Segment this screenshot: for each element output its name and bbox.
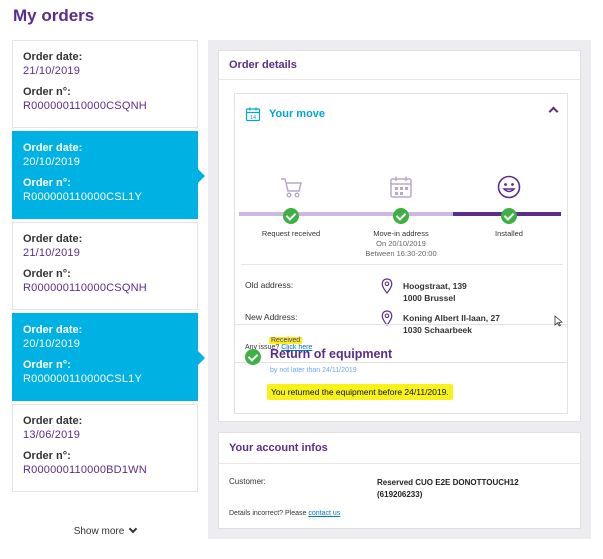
customer-value: Reserved CUO E2E DONOTTOUCH12 (619206233… — [377, 477, 577, 501]
move-card: 14 Your move Request received — [234, 93, 568, 363]
check-icon — [245, 349, 261, 365]
equipment-card: Received Return of equipment by not late… — [234, 324, 568, 414]
check-icon — [283, 208, 299, 224]
divider — [241, 264, 563, 265]
equipment-message: You returned the equipment before 24/11/… — [267, 384, 453, 400]
order-details-title: Order details — [229, 59, 297, 71]
location-pin-icon — [381, 310, 393, 326]
move-header[interactable]: 14 Your move — [245, 104, 325, 124]
order-number-label: Order n°: — [23, 177, 71, 189]
account-info-title: Your account infos — [229, 442, 328, 454]
order-date: 21/10/2019 — [23, 65, 81, 77]
order-card[interactable]: Order date: 21/10/2019 Order n°: R000000… — [12, 40, 198, 128]
step-time: Between 16:30-20:00 — [365, 249, 437, 258]
order-date: 20/10/2019 — [23, 156, 81, 168]
account-info-panel: Your account infos Customer: Reserved CU… — [218, 432, 581, 529]
new-address-value: Koning Albert II-laan, 27 1030 Schaarbee… — [403, 312, 583, 336]
new-address-city: 1030 Schaarbeek — [403, 325, 472, 335]
issue-label: Any issue? — [245, 344, 280, 351]
step-label: Installed — [495, 229, 523, 238]
page-title: My orders — [13, 6, 95, 25]
move-title: Your move — [269, 108, 326, 120]
order-number-label: Order n°: — [23, 450, 71, 462]
issue-text: Any issue? Click here — [245, 344, 312, 351]
old-address-label: Old address: — [245, 280, 294, 290]
order-number-label: Order n°: — [23, 86, 71, 98]
calendar-grid-icon — [390, 176, 412, 198]
new-address-street: Koning Albert II-laan, 27 — [403, 313, 500, 323]
step-installed: Installed — [459, 174, 559, 239]
order-date-label: Order date: — [23, 324, 83, 336]
order-number: R000000110000CSQNH — [23, 282, 147, 294]
old-address-city: 1000 Brussel — [403, 293, 456, 303]
contact-us-link[interactable]: contact us — [308, 510, 341, 517]
smiley-icon — [497, 175, 521, 199]
cart-icon — [281, 178, 302, 198]
customer-label: Customer: — [229, 477, 266, 486]
order-date-label: Order date: — [23, 142, 83, 154]
check-icon — [501, 208, 517, 224]
order-date-label: Order date: — [23, 415, 83, 427]
equipment-status: Received — [269, 337, 303, 344]
details-incorrect-text: Details incorrect? Please contact us — [229, 510, 340, 517]
equipment-deadline: by not later than 24/11/2019 — [270, 367, 357, 374]
order-number-label: Order n°: — [23, 359, 71, 371]
equipment-title: Return of equipment — [270, 347, 393, 361]
order-number: R000000110000CSQNH — [23, 100, 147, 112]
order-number: R000000110000BD1WN — [23, 464, 147, 476]
order-date-label: Order date: — [23, 233, 83, 245]
check-icon — [393, 208, 409, 224]
order-list: Order date: 21/10/2019 Order n°: R000000… — [12, 40, 205, 495]
order-card-selected[interactable]: Order date: 20/10/2019 Order n°: R000000… — [12, 131, 205, 219]
order-date-label: Order date: — [23, 51, 83, 63]
show-more-label: Show more — [73, 526, 125, 537]
order-number: R000000110000CSL1Y — [23, 373, 142, 385]
order-card[interactable]: Order date: 13/06/2019 Order n°: R000000… — [12, 404, 198, 492]
order-number: R000000110000CSL1Y — [23, 191, 142, 203]
old-address-value: Hoogstraat, 139 1000 Brussel — [403, 280, 583, 304]
divider — [219, 79, 580, 80]
order-card-selected[interactable]: Order date: 20/10/2019 Order n°: R000000… — [12, 313, 205, 401]
selected-arrow-icon — [197, 168, 205, 184]
details-incorrect-label: Details incorrect? Please — [229, 510, 307, 517]
svg-text:14: 14 — [250, 115, 256, 121]
order-number-label: Order n°: — [23, 268, 71, 280]
show-more-button[interactable]: Show more — [12, 524, 198, 537]
click-here-link[interactable]: Click here — [281, 344, 313, 351]
calendar-icon: 14 — [245, 107, 261, 122]
step-request-received: Request received — [241, 174, 341, 239]
order-date: 20/10/2019 — [23, 338, 81, 350]
mouse-cursor-icon — [554, 315, 563, 327]
step-label: Request received — [261, 229, 321, 238]
step-move-in-address: Move-in address On 20/10/2019 Between 16… — [351, 174, 451, 259]
customer-id: (619206233) — [377, 490, 423, 499]
selected-arrow-icon — [197, 350, 205, 366]
customer-name: Reserved CUO E2E DONOTTOUCH12 — [377, 478, 519, 487]
step-label: Move-in address — [373, 229, 429, 238]
order-details-panel: Order details 14 Your move Request r — [218, 50, 581, 422]
order-date: 21/10/2019 — [23, 247, 81, 259]
new-address-label: New Address: — [245, 312, 298, 322]
chevron-down-icon — [129, 524, 138, 534]
divider — [219, 463, 580, 464]
chevron-up-icon[interactable] — [548, 106, 559, 117]
old-address-street: Hoogstraat, 139 — [403, 281, 467, 291]
order-card[interactable]: Order date: 21/10/2019 Order n°: R000000… — [12, 222, 198, 310]
location-pin-icon — [381, 278, 393, 294]
step-date: On 20/10/2019 — [376, 239, 426, 248]
order-date: 13/06/2019 — [23, 429, 81, 441]
